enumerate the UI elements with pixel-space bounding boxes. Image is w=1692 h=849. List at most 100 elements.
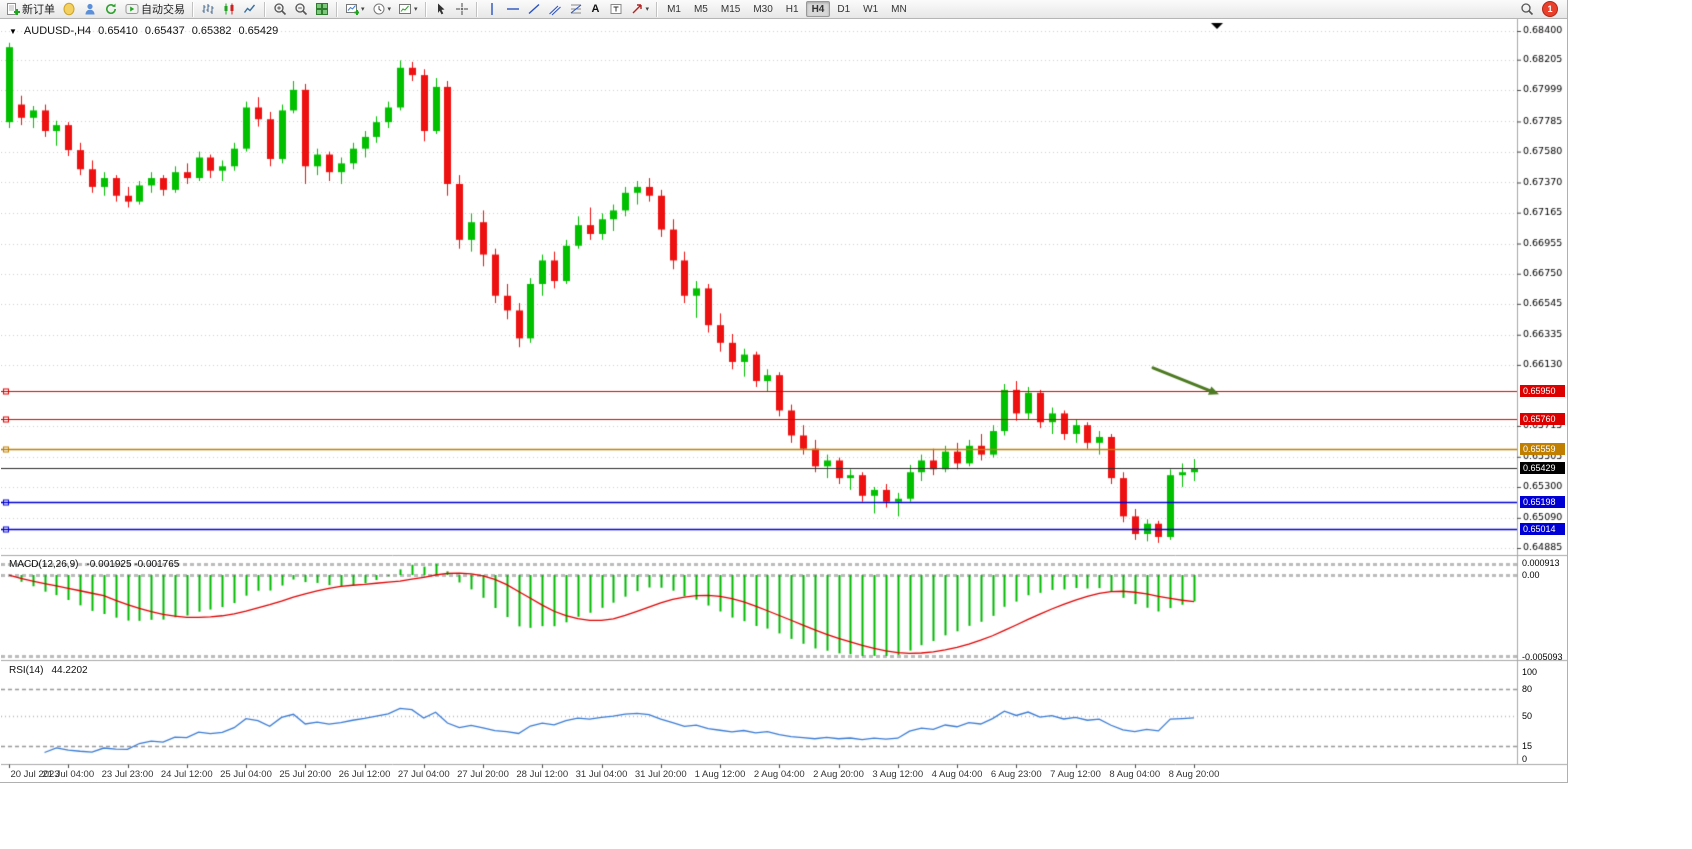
rsi-axis-label: 0 [1522, 754, 1528, 764]
time-axis-label: 26 Jul 12:00 [338, 769, 391, 780]
price-level-badge[interactable]: 0.65760 [1520, 413, 1565, 426]
toolbar-separator [656, 1, 659, 17]
tile-windows-button[interactable] [312, 1, 332, 18]
chart-region: ▼ AUDUSD-,H4 0.65410 0.65437 0.65382 0.6… [1, 19, 1567, 782]
time-axis-label: 8 Aug 20:00 [1168, 769, 1220, 780]
search-icon [1520, 2, 1534, 16]
crosshair-icon [455, 2, 469, 16]
rsi-label: RSI(14) [9, 665, 44, 676]
mt4-window: 新订单 自动交易 ▾ ▾ ▾ A ▾ M1 M5 M15 M30 H1 H4 D1 W1 MN 1 ▼ AU… [0, 0, 1568, 783]
time-axis-label: 24 Jul 12:00 [160, 769, 213, 780]
new-order-button[interactable]: 新订单 [3, 1, 58, 18]
chart-canvas[interactable] [1, 19, 1567, 782]
toolbar-separator [424, 1, 427, 17]
price-level-badge[interactable]: 0.65429 [1520, 461, 1565, 474]
fibonacci-icon [569, 2, 583, 16]
text-label-icon [609, 2, 623, 16]
timeframe-m5[interactable]: M5 [693, 3, 708, 15]
zoom-out-icon [294, 2, 308, 16]
ohlc-close: 0.65429 [238, 25, 279, 37]
cursor-button[interactable] [431, 1, 451, 18]
price-level-badge[interactable]: 0.65198 [1520, 495, 1565, 508]
arrows-button[interactable]: ▾ [627, 1, 653, 18]
timeframe-w1[interactable]: W1 [863, 3, 879, 15]
text-label-button[interactable] [606, 1, 626, 18]
time-axis-label: 31 Jul 20:00 [634, 769, 687, 780]
macd-axis-label: -0.005093 [1522, 652, 1563, 662]
tile-windows-icon [315, 2, 329, 16]
autotrading-button[interactable]: 自动交易 [122, 1, 188, 18]
cursor-icon [434, 2, 448, 16]
trendline-button[interactable] [524, 1, 544, 18]
line-chart-icon [243, 2, 257, 16]
price-level-badge[interactable]: 0.65014 [1520, 523, 1565, 536]
new-order-icon [6, 2, 20, 16]
toolbar-separator [475, 1, 478, 17]
bar-chart-icon [201, 2, 215, 16]
channel-button[interactable] [545, 1, 565, 18]
rsi-axis-label: 80 [1522, 684, 1533, 695]
macd-axis-label: 0.00 [1522, 570, 1540, 581]
search-button[interactable] [1517, 1, 1537, 18]
refresh-button[interactable] [101, 1, 121, 18]
chevron-down-icon: ▾ [645, 5, 650, 13]
fibonacci-button[interactable] [566, 1, 586, 18]
notification-badge[interactable]: 1 [1542, 1, 1558, 17]
macd-values: -0.001925 -0.001765 [86, 559, 180, 570]
profiles-button[interactable]: ▾ [369, 1, 395, 18]
rsi-axis-label: 100 [1522, 667, 1538, 677]
time-axis-label: 25 Jul 20:00 [279, 769, 332, 780]
time-axis-label: 2 Aug 20:00 [813, 769, 864, 780]
vertical-line-button[interactable] [482, 1, 502, 18]
metaeditor-button[interactable] [59, 1, 79, 18]
autotrading-icon [125, 2, 139, 16]
zoom-out-button[interactable] [291, 1, 311, 18]
timeframe-d1[interactable]: D1 [837, 3, 851, 15]
toolbar-separator [336, 1, 338, 17]
autotrading-button-label: 自动交易 [141, 4, 185, 16]
toolbar-left-group: 新订单 自动交易 ▾ ▾ ▾ A ▾ [3, 1, 661, 18]
macd-header: MACD(12,26,9) -0.001925 -0.001765 [9, 559, 179, 570]
new-chart-button[interactable]: ▾ [342, 1, 368, 18]
trendline-icon [527, 2, 541, 16]
time-axis-label: 25 Jul 04:00 [220, 769, 272, 780]
macd-label: MACD(12,26,9) [9, 559, 79, 570]
time-axis-label: 1 Aug 12:00 [694, 769, 746, 780]
timeframe-m30[interactable]: M30 [753, 3, 773, 15]
horizontal-line-button[interactable] [503, 1, 523, 18]
zoom-in-button[interactable] [270, 1, 290, 18]
text-button[interactable]: A [587, 1, 605, 18]
time-axis-label: 27 Jul 04:00 [397, 769, 450, 780]
toolbar: 新订单 自动交易 ▾ ▾ ▾ A ▾ M1 M5 M15 M30 H1 H4 D1 W1 MN 1 [0, 0, 1567, 19]
time-axis-label: 7 Aug 12:00 [1050, 769, 1101, 780]
toolbar-right-group: 1 [1517, 1, 1564, 18]
timeframe-h1[interactable]: H1 [785, 3, 799, 15]
price-level-badge[interactable]: 0.65559 [1520, 442, 1565, 455]
time-axis-label: 8 Aug 04:00 [1109, 769, 1161, 780]
time-axis-label: 27 Jul 20:00 [457, 769, 509, 780]
crosshair-button[interactable] [452, 1, 472, 18]
rsi-axis-label: 15 [1522, 740, 1533, 751]
timeframe-m15[interactable]: M15 [720, 3, 741, 15]
timeframe-mn[interactable]: MN [891, 3, 907, 15]
chevron-down-icon: ▾ [414, 5, 418, 13]
zoom-in-icon [273, 2, 287, 16]
symbol-name: AUDUSD-,H4 [23, 25, 92, 37]
line-chart-button[interactable] [240, 1, 260, 18]
rsi-axis-label: 50 [1522, 710, 1533, 721]
candlestick-button[interactable] [219, 1, 239, 18]
timeframe-m1[interactable]: M1 [667, 3, 681, 15]
price-level-badge[interactable]: 0.65950 [1520, 385, 1565, 398]
symbol-collapse-icon[interactable]: ▼ [9, 26, 17, 36]
toolbar-separator [192, 1, 194, 17]
templates-button[interactable]: ▾ [395, 1, 421, 18]
time-axis-label: 20 Jul 2023 [10, 769, 60, 780]
time-axis-label: 6 Aug 23:00 [990, 769, 1042, 780]
bar-chart-button[interactable] [198, 1, 218, 18]
time-axis-label: 31 Jul 04:00 [575, 769, 628, 780]
community-button[interactable] [80, 1, 100, 18]
timeframe-h4[interactable]: H4 [805, 1, 831, 17]
text-icon: A [591, 3, 600, 15]
arrows-icon [630, 2, 644, 16]
ohlc-high: 0.65437 [144, 25, 185, 37]
